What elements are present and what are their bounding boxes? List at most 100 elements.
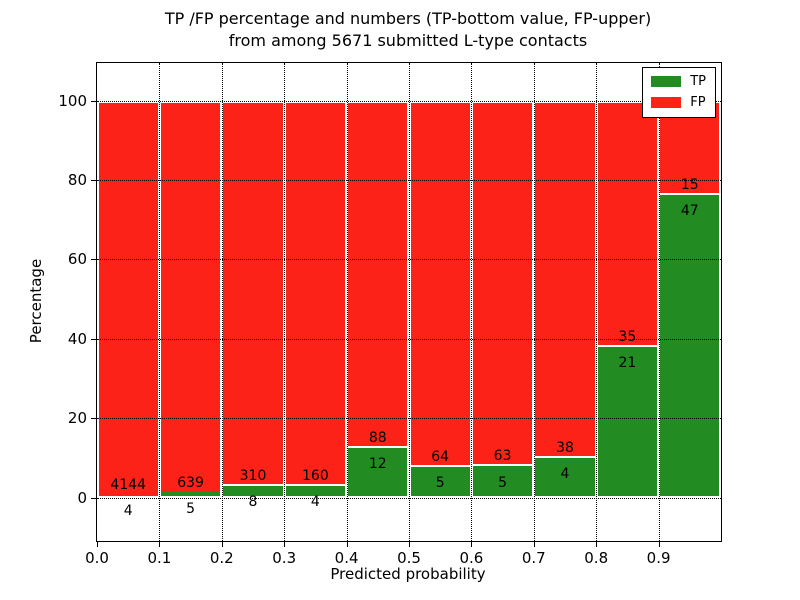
bar-tp-segment	[160, 492, 221, 498]
x-tick-mark	[658, 541, 660, 547]
y-tick-label: 100	[58, 91, 87, 110]
fp-count-label: 639	[177, 474, 204, 491]
tp-count-label: 8	[248, 493, 258, 510]
y-tick-mark	[91, 418, 97, 420]
fp-count-label: 38	[556, 439, 574, 456]
chart-title-line-2: from among 5671 submitted L-type contact…	[228, 31, 588, 50]
x-tick-label: 0.1	[147, 549, 172, 567]
bar-fp-segment	[597, 100, 658, 349]
x-tick-mark	[284, 541, 286, 547]
y-tick-label: 60	[67, 250, 87, 269]
chart-title-line-1: TP /FP percentage and numbers (TP-bottom…	[164, 9, 652, 28]
tp-count-label: 4	[123, 503, 133, 520]
legend-item-fp: FP	[651, 96, 706, 109]
vertical-gridline	[533, 63, 535, 541]
bar-fp-segment	[98, 100, 158, 498]
fp-count-label: 88	[368, 429, 387, 446]
y-tick-mark	[91, 259, 97, 261]
y-tick-mark	[91, 497, 97, 499]
legend: TP FP	[642, 67, 716, 118]
vertical-gridline	[284, 63, 286, 541]
tp-count-label: 21	[618, 354, 637, 371]
bar-tp-segment	[660, 192, 720, 498]
x-tick-label: 0.3	[272, 549, 297, 567]
vertical-gridline	[159, 63, 161, 541]
bar-tp-segment	[223, 483, 283, 498]
x-tick-mark	[159, 541, 161, 547]
horizontal-gridline	[97, 179, 721, 181]
legend-label-tp: TP	[690, 74, 706, 89]
bar-fp-segment	[535, 100, 595, 460]
bar-fp-segment	[160, 100, 221, 495]
x-tick-mark	[596, 541, 598, 547]
vertical-gridline	[471, 63, 473, 541]
tp-count-label: 5	[498, 474, 508, 491]
fp-count-label: 160	[302, 467, 329, 484]
x-tick-label: 0.6	[459, 549, 484, 567]
x-tick-label: 0.2	[209, 549, 234, 567]
bar-fp-segment	[472, 100, 533, 469]
bar-tp-segment	[597, 344, 658, 498]
plot-area: TP FP 4144 4 639 5 310 8 160 4 88 12 64 5 63 5 38 4 35 21…	[58, 62, 722, 567]
y-tick-label: 40	[67, 329, 87, 348]
bar-fp-segment	[410, 100, 470, 469]
y-tick-mark	[91, 338, 97, 340]
x-tick-label: 0.8	[584, 549, 609, 567]
legend-item-tp: TP	[651, 75, 706, 88]
x-tick-mark	[471, 541, 473, 547]
y-tick-label: 20	[67, 409, 87, 428]
horizontal-gridline	[97, 259, 721, 261]
tp-count-label: 4	[560, 466, 570, 482]
fp-count-label: 310	[239, 467, 267, 484]
fp-count-label: 4144	[110, 477, 147, 494]
x-tick-mark	[97, 541, 98, 547]
vertical-gridline	[596, 63, 598, 541]
tp-count-label: 12	[368, 456, 387, 473]
x-tick-label: 0.4	[334, 549, 359, 567]
x-tick-label: 0.7	[521, 549, 546, 567]
bar-tp-segment	[535, 455, 595, 498]
bar-tp-segment	[98, 495, 158, 498]
tp-count-label: 5	[435, 475, 445, 492]
fp-color-swatch	[651, 97, 682, 108]
chart-title: TP /FP percentage and numbers (TP-bottom…	[96, 8, 720, 52]
bar-tp-segment	[348, 445, 408, 498]
horizontal-gridline	[97, 418, 721, 420]
bar-fp-segment	[348, 100, 408, 450]
x-axis-label: Predicted probability	[330, 565, 486, 583]
x-tick-label: 0.5	[397, 549, 421, 567]
fp-count-label: 64	[431, 448, 450, 465]
x-tick-label: 0.0	[85, 549, 109, 567]
bar-fp-segment	[223, 100, 283, 488]
fp-count-label: 63	[493, 448, 512, 465]
vertical-gridline	[409, 63, 410, 541]
x-tick-mark	[409, 541, 410, 547]
horizontal-gridline	[97, 497, 721, 499]
tp-color-swatch	[651, 76, 682, 87]
bar-tp-segment	[472, 464, 533, 498]
tp-count-label: 5	[186, 500, 196, 517]
vertical-gridline	[221, 63, 223, 541]
x-tick-mark	[533, 541, 535, 547]
y-tick-label: 80	[67, 170, 87, 189]
legend-label-fp: FP	[690, 95, 706, 110]
x-tick-label: 0.9	[646, 549, 671, 567]
x-tick-mark	[346, 541, 348, 547]
fp-count-label: 35	[618, 328, 637, 345]
bar-tp-segment	[410, 464, 470, 498]
y-tick-mark	[91, 100, 97, 102]
y-tick-label: 0	[77, 488, 87, 507]
y-axis-label: Percentage	[27, 258, 45, 344]
tp-count-label: 47	[680, 202, 699, 219]
x-tick-mark	[221, 541, 223, 547]
bar-fp-segment	[285, 100, 346, 488]
bar-tp-segment	[285, 483, 346, 498]
vertical-gridline	[346, 63, 348, 541]
horizontal-gridline	[97, 100, 721, 102]
fp-count-label: 15	[680, 176, 699, 193]
vertical-gridline	[658, 63, 660, 541]
horizontal-gridline	[97, 338, 721, 340]
y-tick-mark	[91, 179, 97, 181]
tp-count-label: 4	[310, 494, 320, 511]
